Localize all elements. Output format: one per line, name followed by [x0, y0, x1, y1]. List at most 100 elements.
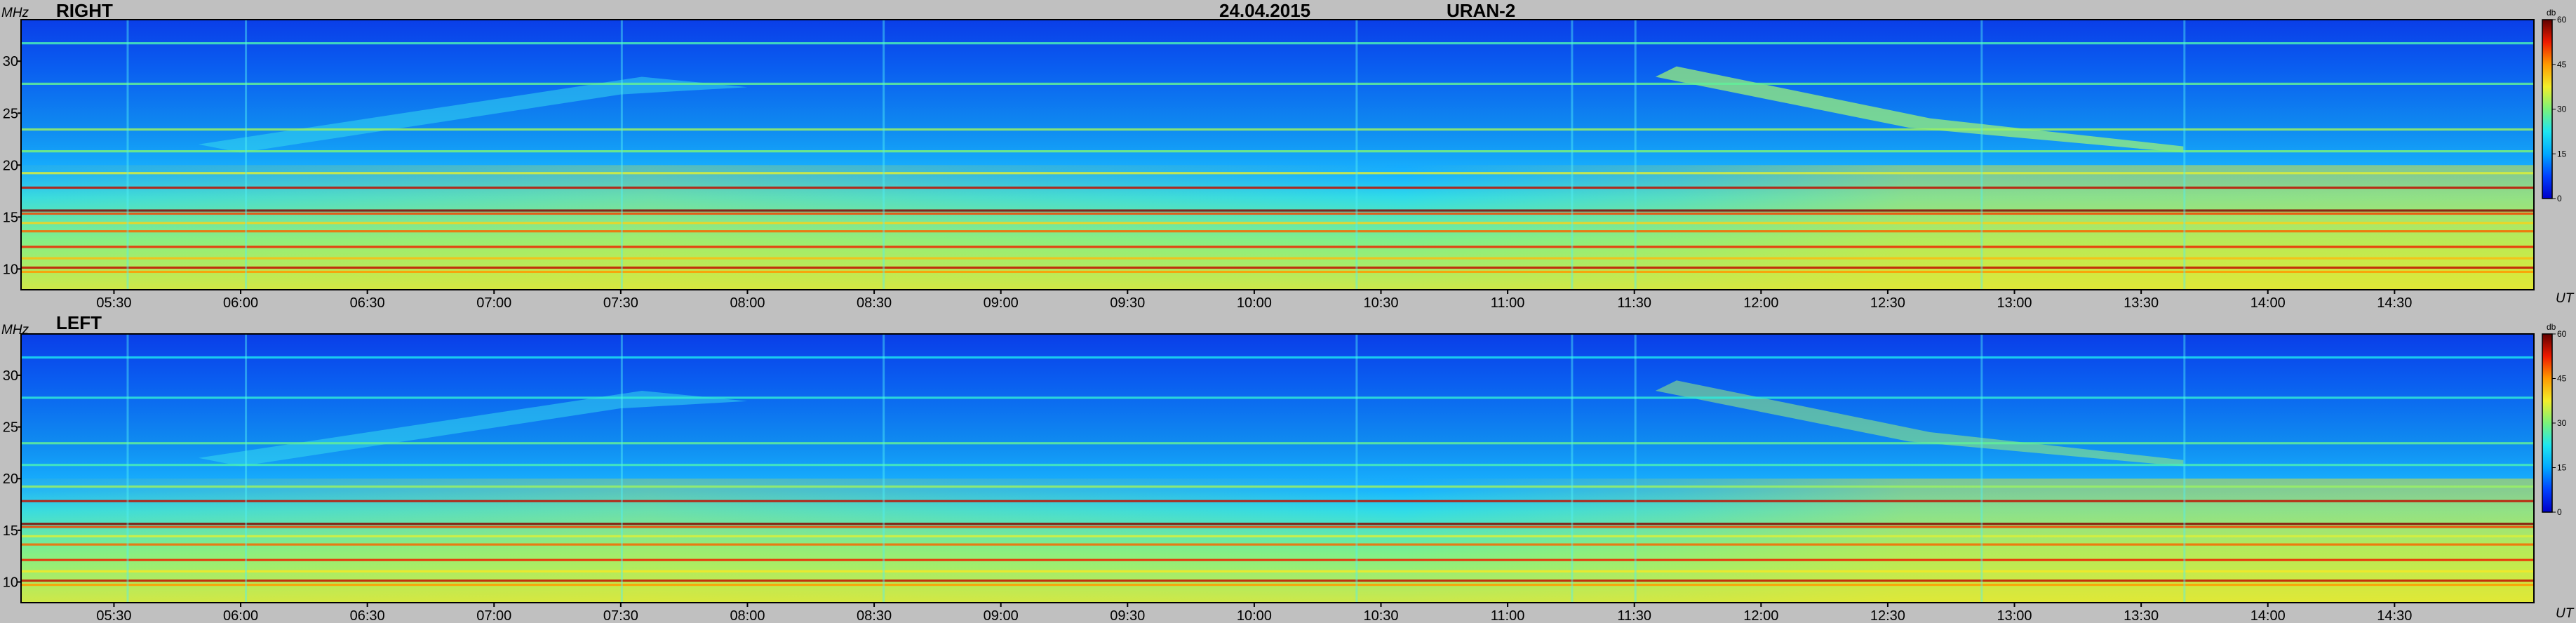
x-tick-label: 08:30: [857, 295, 892, 311]
interference-line: [21, 580, 2534, 582]
colorbar-tick-label: 15: [2557, 463, 2567, 473]
colorbar-tick-label: 45: [2557, 60, 2567, 69]
colorbar-tick-label: 15: [2557, 149, 2567, 159]
yellow-enhancement: [21, 165, 2534, 290]
interference-line: [21, 257, 2534, 260]
colorbar-tick-label: 30: [2557, 418, 2567, 428]
interference-line: [21, 464, 2534, 467]
interference-line: [21, 442, 2534, 445]
x-tick-label: 07:30: [603, 295, 638, 311]
interference-line: [21, 212, 2534, 215]
date-label: 24.04.2015: [1219, 0, 1310, 21]
x-tick-label: 09:00: [984, 295, 1019, 311]
x-tick-label: 13:00: [1997, 608, 2032, 623]
interference-line: [21, 230, 2534, 233]
y-tick-label: 20: [3, 471, 18, 487]
x-axis-unit: UT: [2556, 606, 2575, 621]
spectrogram-area: [21, 334, 2534, 603]
x-tick-label: 06:30: [350, 295, 385, 311]
impulse-line: [883, 20, 885, 290]
interference-line: [21, 543, 2534, 546]
panel-title: LEFT: [56, 312, 102, 333]
impulse-line: [2183, 334, 2186, 603]
x-tick-label: 14:00: [2250, 295, 2286, 311]
x-tick-label: 11:30: [1617, 295, 1651, 311]
colorbar-unit: db: [2547, 8, 2556, 18]
interference-line: [21, 246, 2534, 248]
x-tick-label: 07:00: [476, 295, 511, 311]
y-tick-label: 25: [3, 106, 18, 121]
impulse-line: [1571, 334, 1574, 603]
y-tick-label: 25: [3, 420, 18, 436]
panel-right: RIGHT MHz UT db 10 15 20 25 30 05:30 06:00 06:3…: [1, 0, 2575, 311]
x-tick-label: 13:30: [2124, 608, 2159, 623]
impulse-line: [1980, 334, 1983, 603]
x-tick-label: 07:00: [476, 608, 511, 623]
interference-line: [21, 485, 2534, 488]
impulse-line: [1634, 334, 1637, 603]
drifting-band: [198, 391, 748, 467]
interference-line: [21, 523, 2534, 525]
x-tick-label: 06:30: [350, 608, 385, 623]
impulse-line: [245, 334, 248, 603]
interference-line: [21, 209, 2534, 212]
interference-line: [21, 558, 2534, 561]
x-axis-unit: UT: [2556, 291, 2575, 306]
interference-line: [21, 222, 2534, 225]
interference-line: [21, 396, 2534, 399]
x-tick-label: 10:30: [1363, 295, 1398, 311]
x-tick-label: 14:00: [2250, 608, 2286, 623]
colorbar-unit: db: [2547, 322, 2556, 332]
x-tick-label: 11:00: [1491, 608, 1525, 623]
x-tick-label: 08:30: [857, 608, 892, 623]
x-tick-label: 09:30: [1110, 608, 1145, 623]
impulse-line: [126, 20, 129, 290]
x-tick-label: 08:00: [730, 608, 765, 623]
interference-line: [21, 82, 2534, 86]
interference-line: [21, 266, 2534, 269]
impulse-line: [620, 334, 623, 603]
y-tick-label: 20: [3, 158, 18, 173]
interference-line: [21, 42, 2534, 45]
interference-line: [21, 186, 2534, 189]
impulse-line: [1980, 20, 1983, 290]
x-tick-label: 11:00: [1491, 295, 1525, 311]
x-tick-label: 11:30: [1617, 608, 1651, 623]
colorbar-tick-label: 0: [2557, 194, 2562, 203]
impulse-line: [126, 334, 129, 603]
colorbar-tick-label: 60: [2557, 329, 2567, 339]
x-tick-label: 13:30: [2124, 295, 2159, 311]
x-tick-label: 12:00: [1743, 295, 1778, 311]
plot-frame: [20, 19, 2535, 290]
spectrogram-area: [21, 20, 2534, 290]
y-tick-label: 15: [3, 523, 18, 539]
interference-line: [21, 356, 2534, 359]
colorbar-tick-label: 45: [2557, 374, 2567, 384]
impulse-line: [1355, 20, 1358, 290]
panel-title: RIGHT: [56, 0, 113, 21]
instrument-label: URAN-2: [1447, 0, 1515, 21]
interference-line: [21, 150, 2534, 153]
colorbar-tick-label: 30: [2557, 105, 2567, 114]
y-tick-label: 15: [3, 210, 18, 225]
y-tick-label: 30: [3, 54, 18, 69]
x-tick-label: 13:00: [1997, 295, 2032, 311]
x-tick-label: 10:00: [1237, 608, 1272, 623]
x-tick-label: 10:30: [1363, 608, 1398, 623]
interference-line: [21, 570, 2534, 573]
colorbar: [2542, 333, 2553, 513]
interference-line: [21, 500, 2534, 502]
y-tick-label: 10: [3, 575, 18, 591]
x-tick-label: 09:00: [984, 608, 1019, 623]
x-tick-label: 06:00: [223, 608, 258, 623]
x-tick-label: 12:30: [1870, 295, 1905, 311]
colorbar: [2542, 19, 2553, 199]
interference-line: [21, 535, 2534, 537]
x-tick-label: 14:30: [2377, 608, 2412, 623]
x-tick-label: 07:30: [603, 608, 638, 623]
impulse-line: [1355, 334, 1358, 603]
colorbar-tick-label: 0: [2557, 507, 2562, 517]
x-tick-label: 06:00: [223, 295, 258, 311]
